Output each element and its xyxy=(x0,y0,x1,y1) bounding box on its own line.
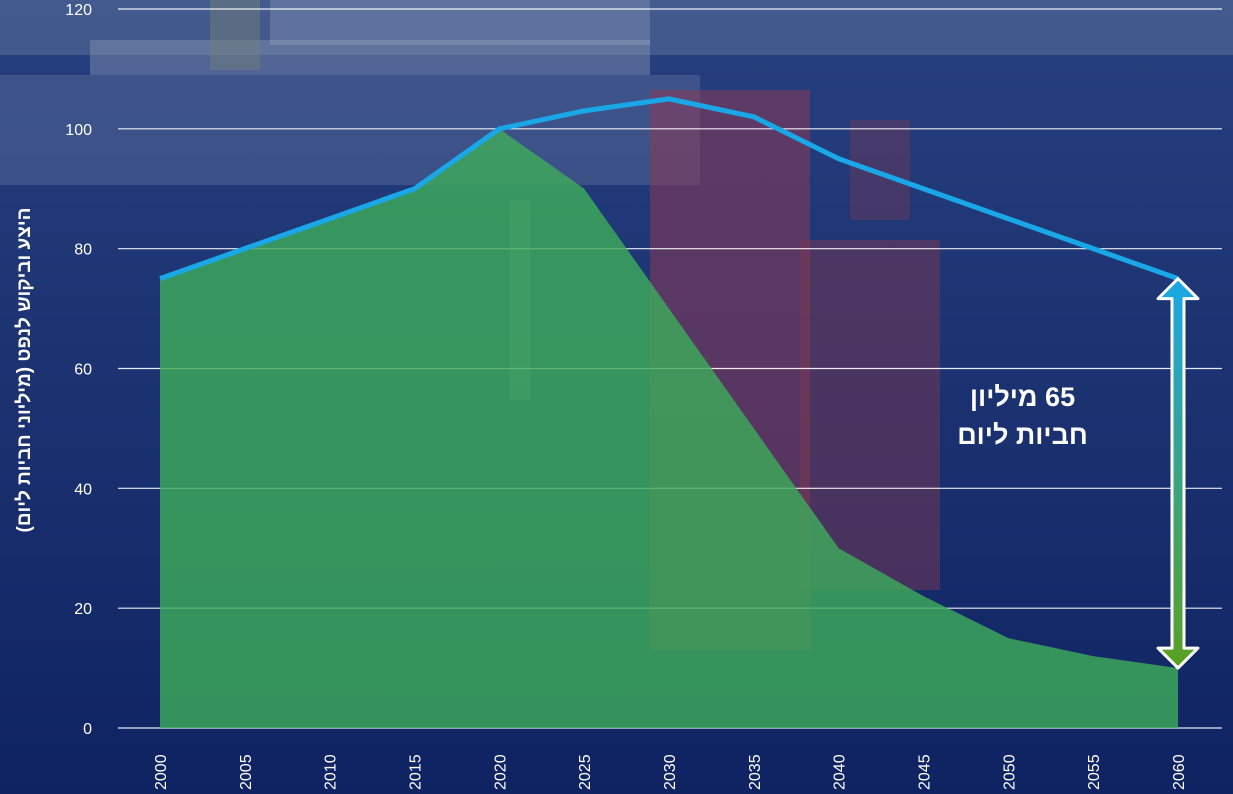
y-axis-ticks: 0 20 40 60 80 100 120 xyxy=(65,2,92,738)
x-tick-label: 2045 xyxy=(917,754,934,790)
x-tick-label: 2025 xyxy=(577,754,594,790)
x-tick-label: 2015 xyxy=(408,754,425,790)
x-tick-label: 2010 xyxy=(323,754,340,790)
gap-annotation: 65 מיליון חביות ליום xyxy=(905,378,1140,454)
x-tick-label: 2060 xyxy=(1171,754,1188,790)
y-tick-label: 100 xyxy=(65,122,92,139)
x-tick-label: 2030 xyxy=(662,754,679,790)
x-tick-label: 2035 xyxy=(747,754,764,790)
y-tick-label: 60 xyxy=(74,362,92,379)
gap-annotation-line1: 65 מיליון xyxy=(969,382,1076,412)
x-tick-label: 2040 xyxy=(832,754,849,790)
y-tick-label: 0 xyxy=(83,721,92,738)
y-tick-label: 80 xyxy=(74,242,92,259)
gap-annotation-line2: חביות ליום xyxy=(957,420,1088,450)
x-tick-label: 2050 xyxy=(1001,754,1018,790)
y-tick-label: 120 xyxy=(65,2,92,19)
y-tick-label: 40 xyxy=(74,481,92,498)
x-tick-label: 2000 xyxy=(153,754,170,790)
gap-arrow-shape xyxy=(1156,277,1200,670)
x-tick-label: 2020 xyxy=(492,754,509,790)
demand-line xyxy=(159,96,1179,281)
y-axis-label: היצע וביקוש לנפט (מיליוני חביות ליום) xyxy=(14,207,35,533)
x-tick-label: 2055 xyxy=(1086,754,1103,790)
x-axis-ticks: 2000 2005 2010 2015 2020 2025 2030 2035 2040 2045… xyxy=(153,754,1188,790)
x-tick-label: 2005 xyxy=(238,754,255,790)
supply-area xyxy=(160,128,1178,729)
y-tick-label: 20 xyxy=(74,601,92,618)
gap-arrow xyxy=(1156,277,1200,670)
